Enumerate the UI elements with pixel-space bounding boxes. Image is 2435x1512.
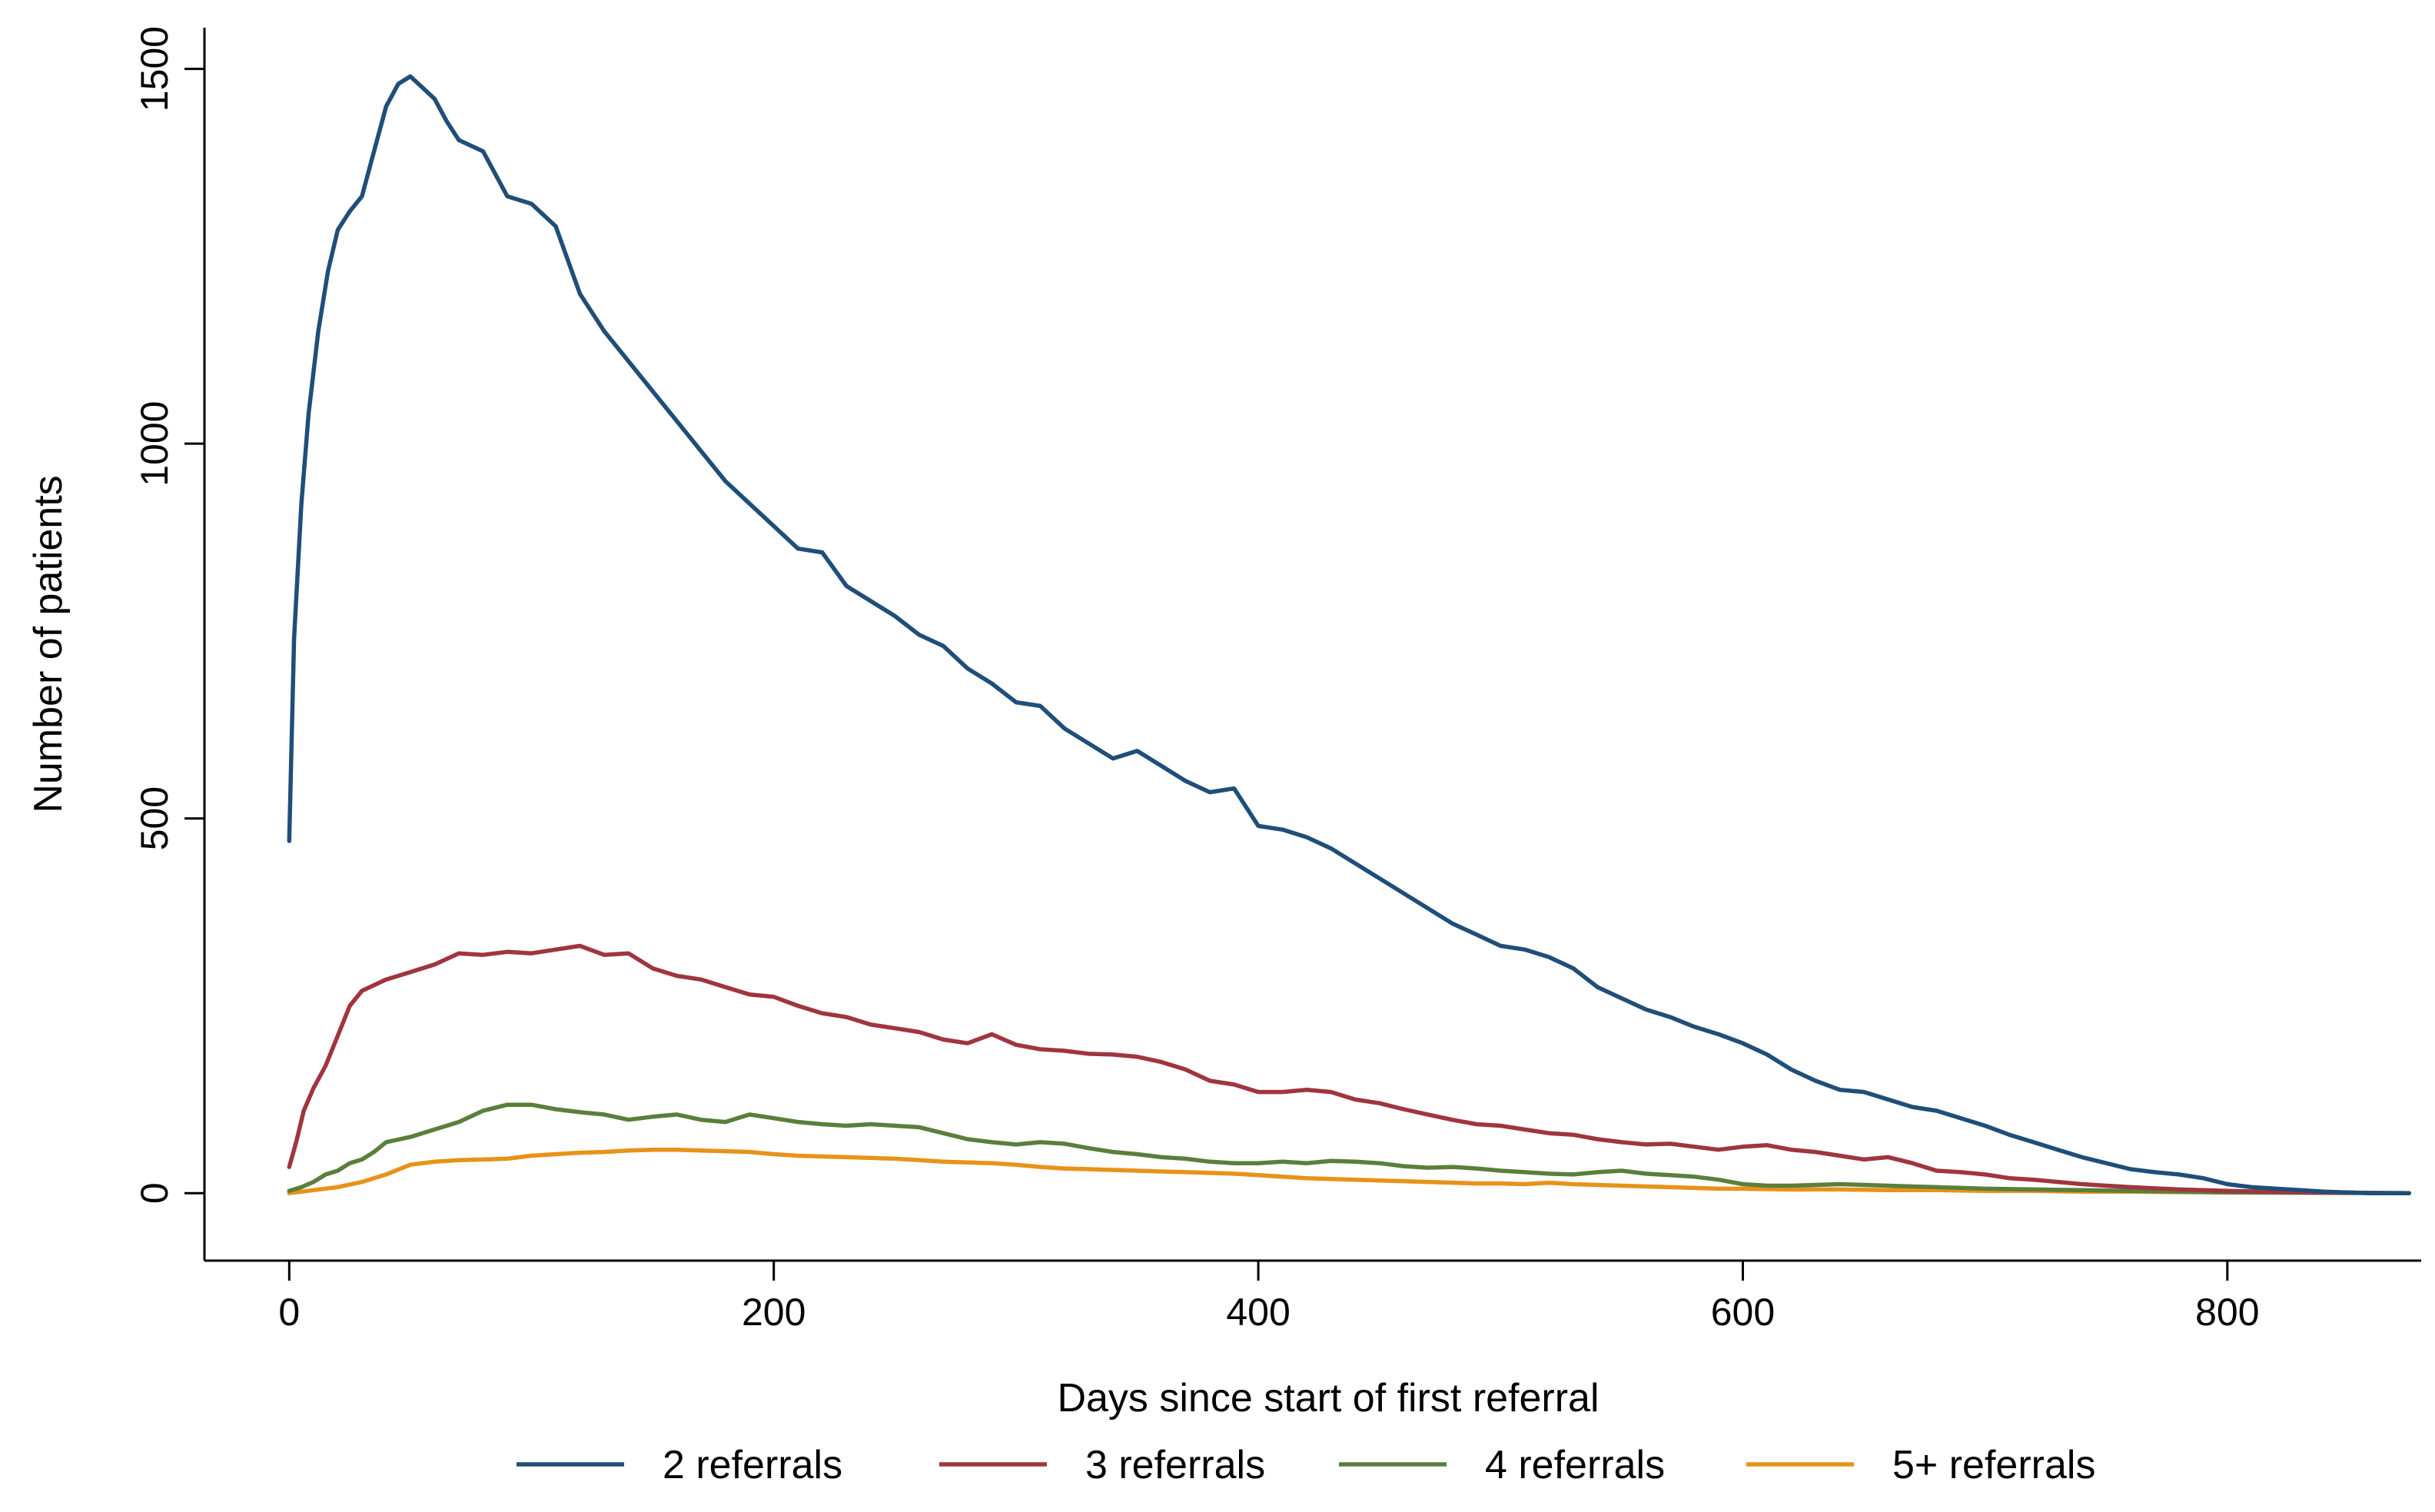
series-line-3-referrals [287, 943, 2411, 1195]
legend-label: 2 referrals [663, 1443, 842, 1487]
series-line-2-referrals [287, 74, 2411, 1195]
plot-area: 0 500 1000 1500 0 200 400 600 800 [133, 26, 2421, 1334]
series-line-5-referrals [287, 1147, 2411, 1195]
x-axis-ticks: 0 200 400 600 800 [278, 1261, 2260, 1334]
series-line-4-referrals [287, 1102, 2411, 1195]
legend-label: 3 referrals [1085, 1443, 1265, 1487]
y-tick-label: 0 [133, 1182, 176, 1204]
y-tick-label: 500 [133, 786, 176, 850]
y-axis-ticks: 0 500 1000 1500 [133, 26, 204, 1204]
y-axis-title: Number of patients [26, 475, 71, 812]
legend-label: 4 referrals [1485, 1443, 1665, 1487]
x-tick-label: 600 [1711, 1291, 1775, 1334]
legend: 2 referrals 3 referrals 4 referrals 5+ refe… [517, 1443, 2095, 1487]
y-tick-label: 1000 [133, 401, 176, 487]
x-tick-label: 0 [278, 1291, 300, 1334]
x-axis-title: Days since start of first referral [1057, 1376, 1599, 1421]
y-tick-label: 1500 [133, 26, 176, 111]
legend-label: 5+ referrals [1892, 1443, 2095, 1487]
x-tick-label: 200 [742, 1291, 806, 1334]
x-tick-label: 400 [1226, 1291, 1290, 1334]
series-layer [287, 74, 2411, 1195]
x-tick-label: 800 [2195, 1291, 2259, 1334]
